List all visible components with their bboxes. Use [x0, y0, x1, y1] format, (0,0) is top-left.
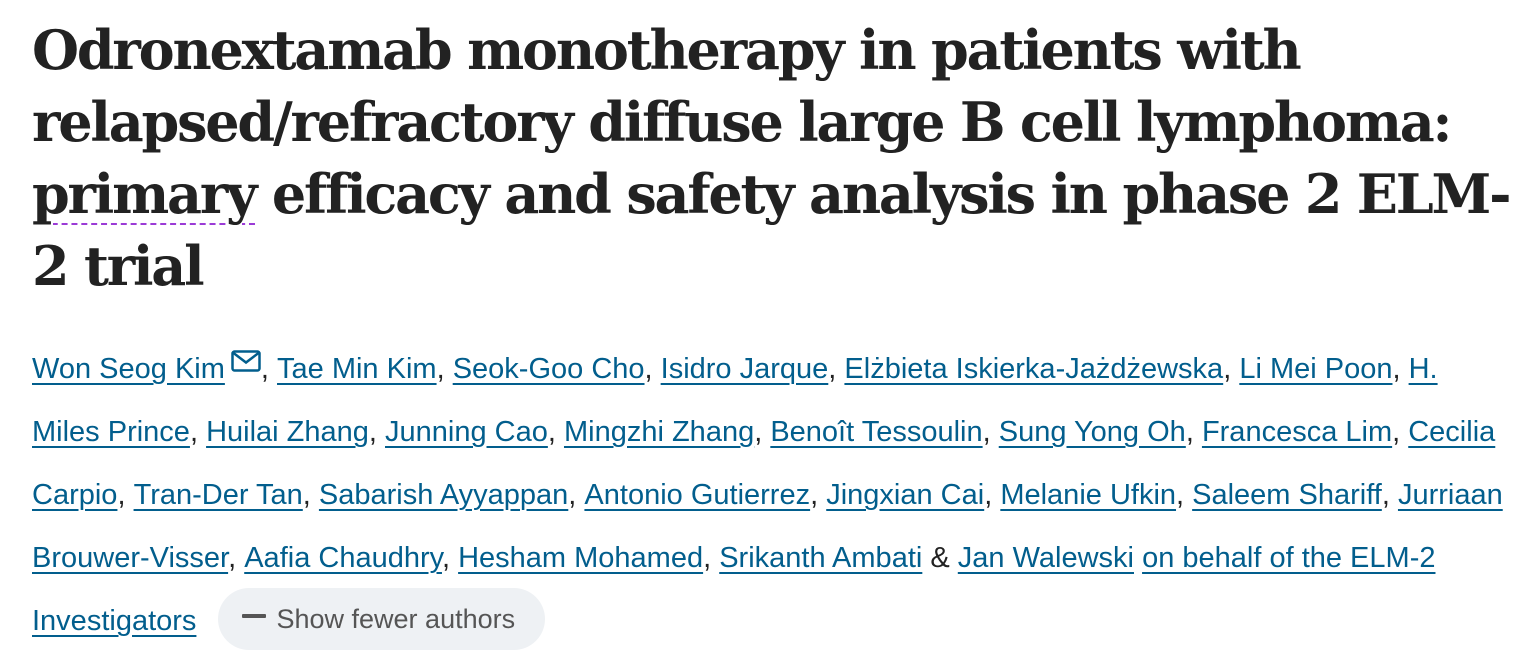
author-separator: ,: [260, 353, 269, 385]
author-separator: ,: [228, 542, 237, 574]
author-link[interactable]: Sung Yong Oh: [998, 416, 1186, 448]
author-link[interactable]: Benoît Tessoulin: [770, 416, 983, 448]
author-list-item: Jan Walewski: [958, 542, 1142, 574]
author-separator: ,: [547, 416, 556, 448]
author-link[interactable]: Hesham Mohamed: [458, 542, 704, 574]
author-list-item: Junning Cao,: [385, 416, 564, 448]
author-list-item: Won Seog Kim,: [32, 350, 277, 385]
author-list-item: Huilai Zhang,: [206, 416, 385, 448]
author-list: Won Seog Kim, Tae Min Kim, Seok-Goo Cho,…: [32, 338, 1512, 653]
author-separator: ,: [703, 542, 712, 574]
author-list-item: Cecilia Carpio,: [32, 416, 1495, 511]
author-link[interactable]: Tae Min Kim: [277, 353, 437, 385]
author-separator: ,: [117, 479, 126, 511]
article-title: Odronextamab monotherapy in patients wit…: [32, 14, 1512, 302]
author-list-item: Tae Min Kim,: [277, 353, 453, 385]
author-list-item: on behalf of the ELM-2 Investigators: [32, 542, 1435, 637]
author-list-item: Jingxian Cai,: [826, 479, 1000, 511]
title-spellcheck-word[interactable]: primary: [32, 162, 257, 226]
author-link[interactable]: Jan Walewski: [957, 542, 1134, 574]
author-list-item: Sabarish Ayyappan,: [319, 479, 585, 511]
show-fewer-authors-button[interactable]: Show fewer authors: [218, 588, 546, 651]
author-link[interactable]: Won Seog Kim: [32, 353, 225, 385]
author-list-item: Isidro Jarque,: [661, 353, 845, 385]
article-header: Odronextamab monotherapy in patients wit…: [32, 14, 1512, 653]
author-separator: ,: [1392, 416, 1401, 448]
author-link[interactable]: Francesca Lim: [1201, 416, 1393, 448]
author-separator: ,: [984, 479, 993, 511]
author-link[interactable]: Huilai Zhang: [206, 416, 369, 448]
show-fewer-item: Show fewer authors: [204, 588, 546, 651]
author-link[interactable]: Seok-Goo Cho: [452, 353, 645, 385]
author-link[interactable]: Mingzhi Zhang: [563, 416, 755, 448]
author-list-item: Srikanth Ambati &: [719, 542, 958, 574]
title-text-end: efficacy and safety analysis in phase 2 …: [32, 162, 1512, 298]
author-link[interactable]: Isidro Jarque: [660, 353, 829, 385]
minus-icon: [242, 614, 267, 619]
author-link[interactable]: Elżbieta Iskierka-Jażdżewska: [844, 353, 1224, 385]
author-list-item: Melanie Ufkin,: [1000, 479, 1192, 511]
author-separator: ,: [1223, 353, 1232, 385]
author-list-item: H. Miles Prince,: [32, 353, 1438, 448]
author-link[interactable]: Srikanth Ambati: [719, 542, 923, 574]
mail-icon[interactable]: [231, 350, 261, 372]
author-link[interactable]: Saleem Shariff: [1192, 479, 1382, 511]
author-link[interactable]: Li Mei Poon: [1239, 353, 1393, 385]
author-separator: ,: [568, 479, 577, 511]
author-link[interactable]: Cecilia Carpio: [32, 416, 1496, 511]
author-link[interactable]: Jingxian Cai: [826, 479, 985, 511]
author-ampersand: &: [930, 542, 950, 574]
author-list-item: Hesham Mohamed,: [458, 542, 719, 574]
author-separator: ,: [302, 479, 311, 511]
author-list-item: Francesca Lim,: [1202, 416, 1408, 448]
show-fewer-label: Show fewer authors: [276, 603, 516, 634]
author-list-item: Antonio Gutierrez,: [584, 479, 826, 511]
author-separator: ,: [1392, 353, 1401, 385]
author-link[interactable]: Melanie Ufkin: [1000, 479, 1177, 511]
author-separator: ,: [441, 542, 451, 574]
author-separator: ,: [1381, 479, 1390, 511]
title-text-start: Odronextamab monotherapy in patients wit…: [32, 18, 1452, 154]
author-list-item: Jurriaan Brouwer-Visser,: [32, 479, 1503, 574]
author-separator: ,: [644, 353, 653, 385]
author-list-item: Mingzhi Zhang,: [564, 416, 770, 448]
author-list-item: Benoît Tessoulin,: [770, 416, 998, 448]
author-list-item: Seok-Goo Cho,: [453, 353, 661, 385]
author-list-item: Elżbieta Iskierka-Jażdżewska,: [844, 353, 1239, 385]
author-separator: ,: [982, 416, 991, 448]
author-separator: ,: [1176, 479, 1185, 511]
author-list-item: Tran-Der Tan,: [134, 479, 319, 511]
author-separator: ,: [754, 416, 763, 448]
author-list-item: Aafia Chaudhry,: [244, 542, 458, 574]
author-link[interactable]: on behalf of the ELM-2 Investigators: [32, 542, 1436, 637]
author-list-item: Li Mei Poon,: [1239, 353, 1408, 385]
author-link[interactable]: H. Miles Prince: [32, 353, 1438, 448]
author-link[interactable]: Tran-Der Tan: [133, 479, 303, 511]
author-separator: ,: [810, 479, 819, 511]
author-separator: ,: [828, 353, 837, 385]
author-link[interactable]: Sabarish Ayyappan: [318, 479, 569, 511]
author-link[interactable]: Antonio Gutierrez: [584, 479, 811, 511]
author-separator: ,: [189, 416, 198, 448]
author-separator: ,: [368, 416, 377, 448]
author-separator: ,: [1185, 416, 1194, 448]
author-list-item: Saleem Shariff,: [1192, 479, 1398, 511]
author-list-item: Sung Yong Oh,: [999, 416, 1202, 448]
author-link[interactable]: Aafia Chaudhry: [244, 542, 442, 574]
author-separator: ,: [436, 353, 445, 385]
author-link[interactable]: Junning Cao: [385, 416, 548, 448]
author-link[interactable]: Jurriaan Brouwer-Visser: [32, 479, 1503, 574]
